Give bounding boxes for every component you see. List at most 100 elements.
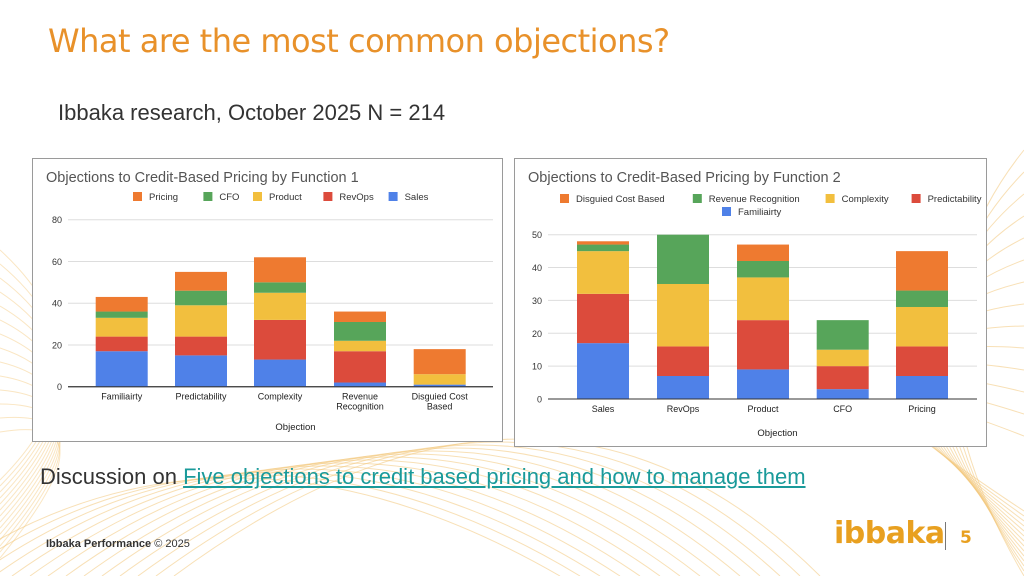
y-tick-label: 20 <box>52 340 62 350</box>
bar-segment-complexity-cfo <box>254 282 306 293</box>
y-tick-label: 20 <box>532 329 542 339</box>
background-curve <box>0 474 581 576</box>
bar-segment-familiairty-sales <box>95 351 148 387</box>
slide-title: What are the most common objections? <box>48 22 670 60</box>
bar-segment-familiairty-product <box>95 317 148 337</box>
legend-swatch-familiairty <box>722 207 731 216</box>
y-tick-label: 50 <box>532 230 542 240</box>
y-tick-label: 0 <box>537 395 542 405</box>
bar-segment-sales-predictability <box>577 293 629 344</box>
bar-segment-revenue-recognition-revops <box>334 351 386 383</box>
bar-segment-product-disguied-cost-based <box>737 244 789 261</box>
legend-label-cfo: CFO <box>219 192 239 203</box>
bar-segment-complexity-pricing <box>254 257 306 283</box>
legend-swatch-revops <box>323 192 333 201</box>
y-tick-label: 30 <box>532 296 542 306</box>
bar-segment-revenue-recognition-pricing <box>334 311 386 322</box>
bar-segment-revenue-recognition-product <box>334 340 386 352</box>
legend-label-revops: RevOps <box>339 192 374 203</box>
x-tick-label: Based <box>427 402 453 412</box>
bar-segment-product-predictability <box>737 320 789 370</box>
background-curve <box>0 416 61 553</box>
bar-segment-disguied-cost-based-product <box>413 374 466 385</box>
legend-label-disguied-cost-based: Disguied Cost Based <box>576 194 665 205</box>
chart-title: Objections to Credit-Based Pricing by Fu… <box>46 170 359 186</box>
bar-segment-pricing-disguied-cost-based <box>896 251 948 291</box>
background-curve <box>173 438 821 576</box>
background-curve <box>101 450 741 576</box>
bar-segment-revops-familiairty <box>657 375 709 399</box>
chart-title: Objections to Credit-Based Pricing by Fu… <box>528 170 841 186</box>
x-tick-label: Recognition <box>336 402 384 412</box>
bar-segment-product-revenue-recognition <box>737 260 789 278</box>
x-tick-label: Pricing <box>908 404 936 414</box>
legend-swatch-sales <box>388 192 398 201</box>
x-tick-label: Product <box>747 404 779 414</box>
legend-label-pricing: Pricing <box>149 192 178 203</box>
legend-swatch-disguied-cost-based <box>560 194 569 203</box>
bar-segment-pricing-predictability <box>896 346 948 376</box>
background-curve <box>155 441 801 576</box>
legend-swatch-pricing <box>133 192 142 201</box>
y-tick-label: 40 <box>52 299 62 309</box>
x-tick-label: Complexity <box>258 392 303 402</box>
x-tick-label: Familiairty <box>101 392 143 402</box>
x-axis-title: Objection <box>275 422 315 433</box>
background-curve <box>137 444 781 576</box>
background-curve <box>0 477 561 576</box>
bar-segment-product-familiairty <box>737 369 789 399</box>
bar-segment-revenue-recognition-sales <box>334 382 386 387</box>
bar-segment-disguied-cost-based-sales <box>413 384 466 387</box>
logo-divider <box>945 522 946 550</box>
bar-segment-pricing-familiairty <box>896 375 948 399</box>
bar-segment-predictability-cfo <box>175 290 227 306</box>
x-tick-label: Sales <box>592 404 615 414</box>
bar-segment-sales-revenue-recognition <box>577 244 629 252</box>
bar-segment-revenue-recognition-cfo <box>334 321 386 341</box>
bar-segment-predictability-product <box>175 305 227 337</box>
background-curve <box>0 468 621 576</box>
legend-swatch-cfo <box>203 192 213 201</box>
bar-segment-pricing-complexity <box>896 306 948 347</box>
bar-segment-complexity-revops <box>254 319 306 360</box>
bar-segment-predictability-pricing <box>175 271 227 291</box>
y-tick-label: 80 <box>52 215 62 225</box>
y-tick-label: 0 <box>57 382 62 392</box>
page-number: 5 <box>960 528 972 548</box>
bar-segment-predictability-revops <box>175 336 227 356</box>
legend-label-sales: Sales <box>405 192 429 203</box>
bar-segment-cfo-predictability <box>816 366 869 390</box>
chart-by-function-2: Objections to Credit-Based Pricing by Fu… <box>514 158 987 447</box>
footer: Ibbaka Performance © 2025 <box>46 538 190 550</box>
legend-swatch-product <box>253 192 262 201</box>
bar-segment-complexity-sales <box>254 359 306 387</box>
background-curve <box>0 471 601 576</box>
bar-segment-product-complexity <box>737 277 789 321</box>
chart-by-function-1: Objections to Credit-Based Pricing by Fu… <box>32 158 503 442</box>
y-tick-label: 40 <box>532 263 542 273</box>
y-tick-label: 10 <box>532 362 542 372</box>
legend-label-predictability: Predictability <box>928 194 982 205</box>
discussion-text: Discussion on Five objections to credit … <box>40 464 806 490</box>
bar-segment-pricing-revenue-recognition <box>896 290 948 307</box>
discussion-prefix: Discussion on <box>40 464 184 489</box>
x-tick-label: Revenue <box>342 392 378 402</box>
legend-swatch-revenue-recognition <box>692 194 702 203</box>
x-tick-label: CFO <box>833 404 852 414</box>
background-curve <box>0 429 61 559</box>
footer-copyright: © 2025 <box>154 538 190 550</box>
x-tick-label: Disguied Cost <box>412 392 469 402</box>
ibbaka-logo: ibbaka <box>834 516 945 551</box>
bar-segment-sales-disguied-cost-based <box>577 241 629 245</box>
legend-label-complexity: Complexity <box>842 194 889 205</box>
bar-segment-familiairty-cfo <box>95 311 148 318</box>
discussion-link[interactable]: Five objections to credit based pricing … <box>183 464 806 489</box>
y-tick-label: 60 <box>52 257 62 267</box>
bar-segment-disguied-cost-based-pricing <box>413 349 466 375</box>
legend-swatch-complexity <box>825 194 835 203</box>
legend-swatch-predictability <box>911 194 921 203</box>
footer-brand: Ibbaka Performance <box>46 538 152 550</box>
legend-label-product: Product <box>269 192 302 203</box>
bar-segment-revops-predictability <box>657 346 709 376</box>
